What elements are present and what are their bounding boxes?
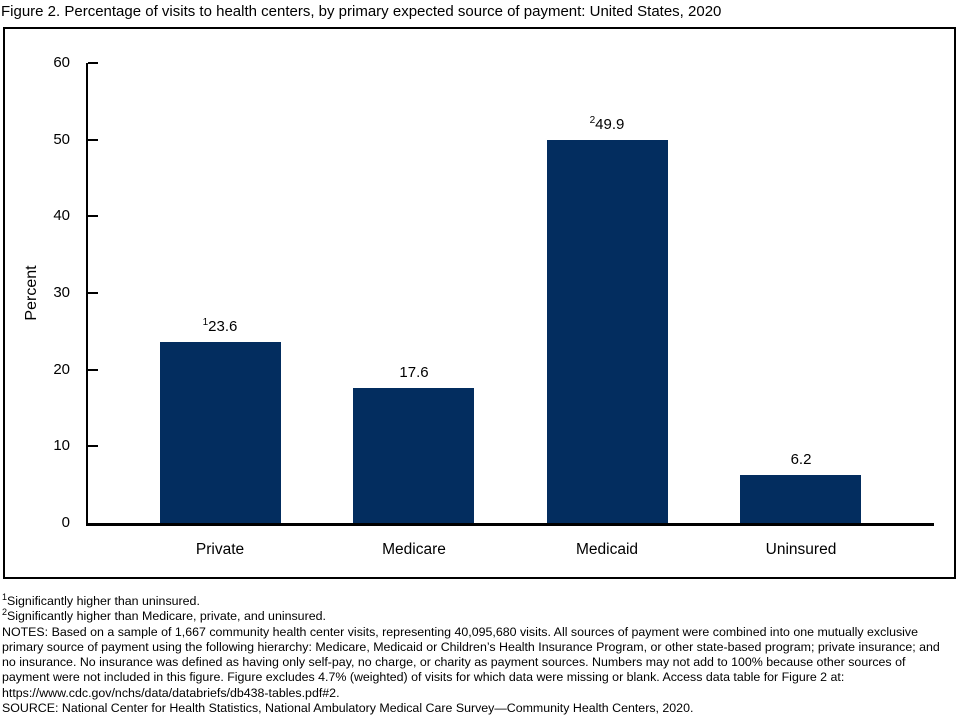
bar-value-label-medicare: 17.6: [334, 364, 494, 382]
footnote-2-text: Significantly higher than Medicare, priv…: [7, 609, 326, 624]
y-axis-tick: [88, 215, 98, 218]
x-axis-line: [86, 523, 934, 526]
figure-title: Figure 2. Percentage of visits to health…: [1, 3, 722, 20]
y-axis-tick: [88, 62, 98, 64]
bar-medicaid: [547, 140, 668, 523]
y-axis-tick-label: 40: [53, 207, 70, 225]
bar-value-superscript-private: 1: [202, 317, 209, 328]
x-axis-label-medicare: Medicare: [382, 541, 446, 558]
bar-value-label-uninsured: 6.2: [721, 451, 881, 469]
bar-value-text-medicaid: 49.9: [595, 116, 625, 133]
y-axis-tick: [88, 445, 98, 448]
bar-value-superscript-medicaid: 2: [589, 115, 596, 126]
y-axis-line: [86, 63, 88, 526]
source-text: SOURCE: National Center for Health Stati…: [2, 701, 694, 716]
bar-private: [160, 342, 281, 523]
y-axis-tick-label: 10: [53, 437, 70, 455]
footnote-1-superscript: 1: [2, 591, 8, 602]
y-axis-tick-label: 0: [61, 514, 70, 531]
y-axis-tick-label: 20: [53, 360, 70, 378]
bar-value-text-private: 23.6: [208, 318, 238, 335]
bar-value-label-medicaid: 249.9: [527, 116, 687, 134]
bar-uninsured: [740, 475, 861, 523]
footnote-2: 2Significantly higher than Medicare, pri…: [2, 607, 956, 624]
bar-value-text-uninsured: 6.2: [790, 451, 812, 468]
footnote-2-superscript: 2: [2, 607, 8, 618]
footnote-1: 1Significantly higher than uninsured.: [2, 591, 956, 609]
y-axis-tick-label: 50: [53, 130, 70, 148]
bar-value-text-medicare: 17.6: [399, 364, 429, 381]
x-axis-label-uninsured: Uninsured: [765, 541, 837, 558]
y-axis-tick: [88, 292, 98, 294]
y-axis-tick: [88, 368, 98, 371]
chart-frame: Percent 0 10 20 30 40 50 60 123.6 Private 17.6 Med…: [3, 27, 956, 579]
footnote-1-text: Significantly higher than uninsured.: [7, 594, 200, 608]
footnote-block: 1Significantly higher than uninsured. 2S…: [2, 591, 956, 716]
y-axis-tick-label: 60: [53, 54, 70, 71]
y-axis-tick: [88, 138, 98, 141]
bar-value-label-private: 123.6: [140, 318, 300, 336]
x-axis-label-medicaid: Medicaid: [575, 541, 639, 558]
bar-medicare: [353, 388, 474, 523]
x-axis-label-private: Private: [195, 541, 245, 558]
notes-text: NOTES: Based on a sample of 1,667 commun…: [2, 624, 940, 700]
y-axis-tick-label: 30: [53, 284, 70, 301]
